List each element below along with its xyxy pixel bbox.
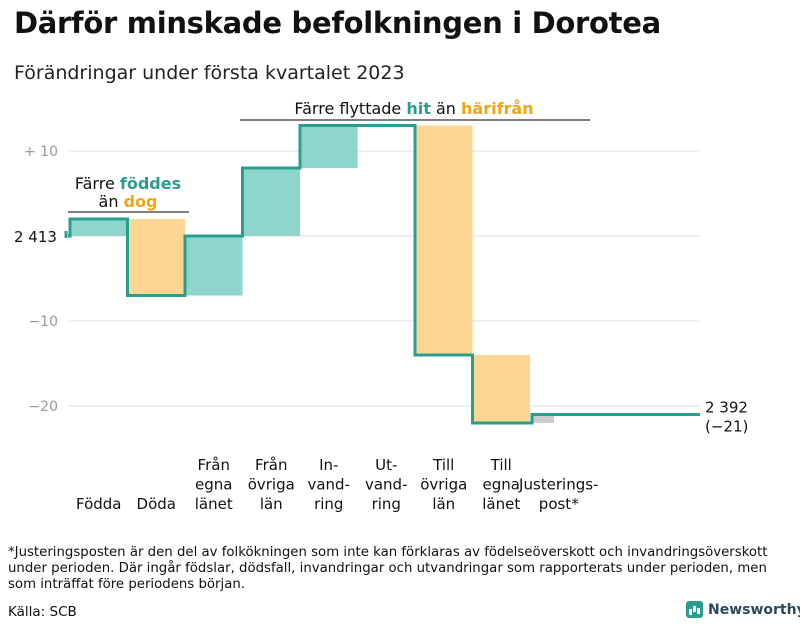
chart-subtitle: Förändringar under första kvartalet 2023 xyxy=(14,62,405,84)
footnote: *Justeringsposten är den del av folkökni… xyxy=(8,545,768,592)
waterfall-chart: + 10 −10 −20 2 413 2 392(−21) Födda Döda Från eg… xyxy=(14,99,748,514)
bar-step xyxy=(70,219,128,236)
category-label: Till egna länet xyxy=(482,456,520,513)
y-tick-label: + 10 xyxy=(24,144,58,160)
category-label: Döda xyxy=(137,495,176,513)
bar-step xyxy=(127,219,185,296)
end-change-label: (−21) xyxy=(705,418,748,436)
category-label: Från egna länet xyxy=(195,456,233,513)
bar-chart-icon xyxy=(686,601,703,618)
annotation-births: Färre föddes än dog xyxy=(75,174,181,211)
category-label: Justerings-post* xyxy=(518,476,598,514)
bar-step xyxy=(242,168,300,236)
bar-step xyxy=(532,414,554,423)
end-value-label: 2 392 xyxy=(705,399,748,417)
bar-step xyxy=(415,125,473,355)
category-label: Från övriga län xyxy=(248,456,295,513)
category-label: Ut-vand-ring xyxy=(365,456,408,513)
bar-step xyxy=(472,355,530,423)
brand-name: Newsworthy xyxy=(708,601,800,618)
bar-step xyxy=(300,125,358,168)
chart-title: Därför minskade befolkningen i Dorotea xyxy=(14,6,661,40)
category-label: Födda xyxy=(76,495,122,513)
category-label: In-vand-ring xyxy=(307,456,350,513)
category-label: Till övriga län xyxy=(420,456,467,513)
population-step-line xyxy=(68,124,700,425)
annotation-migration: Färre flyttade hit än härifrån xyxy=(294,99,533,118)
bar-step xyxy=(185,236,243,296)
start-value-label: 2 413 xyxy=(14,228,57,246)
y-tick-label: −10 xyxy=(28,314,58,330)
y-tick-label: −20 xyxy=(28,399,58,415)
source-label: Källa: SCB xyxy=(8,604,77,620)
brand-logo[interactable]: Newsworthy xyxy=(686,601,800,618)
